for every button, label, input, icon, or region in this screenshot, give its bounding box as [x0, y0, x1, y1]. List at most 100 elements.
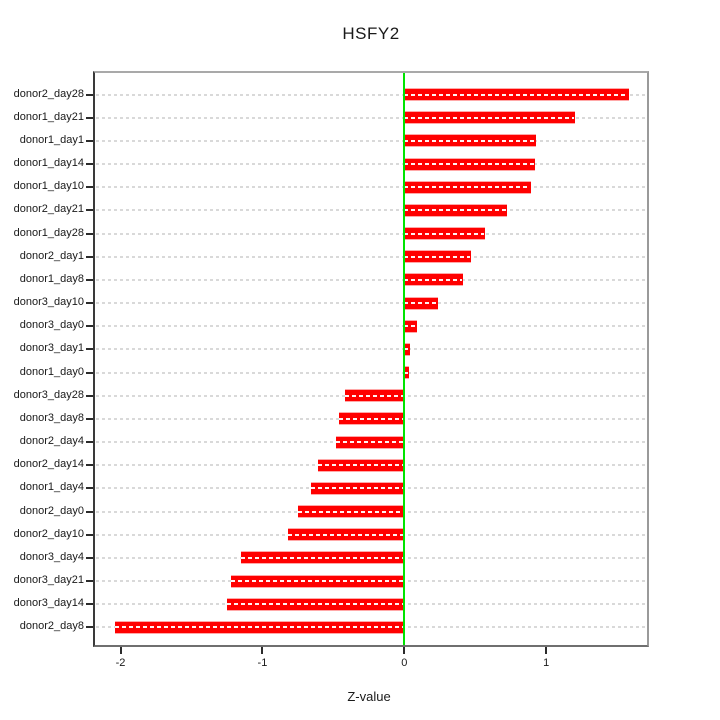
y-axis-tick-label: donor1_day0	[19, 365, 84, 378]
bar-centerline	[317, 464, 404, 467]
gridline	[96, 116, 646, 119]
bar	[287, 528, 405, 542]
bar	[404, 250, 472, 264]
y-axis-tick-label: donor2_day0	[19, 504, 84, 517]
bar-centerline	[404, 186, 530, 189]
gridline	[96, 209, 646, 212]
y-axis-tick	[86, 209, 93, 212]
bar	[339, 412, 405, 426]
bar-centerline	[287, 533, 404, 536]
bar-centerline	[404, 209, 506, 212]
y-axis-tick-label: donor3_day28	[13, 388, 84, 401]
y-axis-tick	[86, 371, 93, 374]
bar-centerline	[404, 116, 574, 119]
y-axis-tick-label: donor1_day21	[13, 110, 84, 123]
bar	[344, 389, 405, 403]
x-axis-tick	[119, 647, 122, 654]
y-axis-tick	[86, 278, 93, 281]
bar	[404, 296, 439, 310]
bar-centerline	[114, 626, 404, 629]
bar	[241, 551, 405, 565]
y-axis-tick	[86, 186, 93, 189]
bar-centerline	[404, 93, 628, 96]
y-axis-tick-label: donor1_day14	[13, 157, 84, 169]
x-axis-tick-label: 1	[543, 657, 550, 669]
y-axis-tick	[86, 348, 93, 351]
x-axis-tick-label: -1	[257, 657, 268, 669]
y-axis-tick	[86, 417, 93, 420]
y-axis-tick-label: donor3_day10	[13, 296, 84, 309]
bar	[310, 481, 405, 495]
gridline	[96, 302, 646, 305]
y-axis-tick-label: donor3_day1	[19, 342, 84, 355]
y-axis-tick	[86, 302, 93, 305]
y-axis-tick-label: donor2_day28	[13, 87, 84, 100]
y-axis-tick	[86, 580, 93, 583]
bar-centerline	[310, 487, 404, 490]
bar-centerline	[336, 441, 404, 444]
x-axis-tick	[261, 647, 264, 654]
gridline	[96, 163, 646, 165]
y-axis-tick	[86, 603, 93, 606]
x-axis-tick-label: 0	[401, 657, 408, 669]
y-axis-tick	[86, 325, 93, 328]
y-axis-tick	[86, 232, 93, 235]
bar-centerline	[404, 139, 536, 142]
gridline	[96, 278, 646, 281]
bar-centerline	[339, 417, 404, 420]
bar-centerline	[231, 580, 404, 583]
x-axis-tick	[403, 647, 406, 654]
y-axis-tick-label: donor3_day0	[19, 319, 84, 332]
bar-centerline	[344, 394, 404, 397]
y-axis-tick-label: donor1_day8	[19, 272, 84, 285]
bar-centerline	[404, 278, 462, 281]
bar	[336, 435, 405, 449]
bar	[317, 458, 405, 472]
plot-area	[86, 71, 649, 647]
bar-centerline	[404, 302, 438, 305]
y-axis-tick-label: donor1_day10	[13, 180, 84, 193]
gridline	[96, 371, 646, 374]
y-axis-tick	[86, 93, 93, 96]
x-axis-label: Z-value	[347, 689, 391, 704]
gridline	[96, 93, 646, 96]
y-axis-tick-label: donor3_day8	[19, 411, 84, 424]
y-axis-tick	[86, 255, 93, 258]
bar	[226, 597, 405, 611]
bar	[231, 574, 405, 588]
bar-centerline	[241, 556, 404, 559]
bar-centerline	[404, 232, 485, 235]
y-axis-tick-label: donor2_day4	[19, 435, 84, 448]
zero-line	[403, 73, 406, 645]
y-axis-tick-label: donor3_day4	[19, 550, 84, 563]
bar	[404, 111, 575, 125]
y-axis-tick	[86, 116, 93, 119]
gridline	[96, 325, 646, 328]
gridline	[96, 186, 646, 189]
bar	[404, 319, 418, 333]
gridline	[96, 232, 646, 235]
y-axis-tick-label: donor3_day14	[13, 597, 84, 610]
bar	[404, 227, 486, 241]
bar	[297, 505, 405, 519]
bar	[404, 342, 411, 356]
y-axis-tick-label: donor2_day21	[13, 203, 84, 216]
y-axis-tick	[86, 441, 93, 444]
bar	[404, 157, 535, 171]
y-axis-tick	[86, 556, 93, 559]
bar-centerline	[226, 603, 404, 606]
y-axis-tick	[86, 163, 93, 165]
y-axis-tick-label: donor2_day14	[13, 458, 84, 471]
gridline	[96, 139, 646, 142]
bar-centerline	[404, 325, 417, 328]
bar-centerline	[297, 510, 404, 513]
bar	[404, 88, 629, 101]
y-axis-tick	[86, 464, 93, 467]
bar	[404, 273, 463, 287]
bar	[404, 203, 507, 217]
bar	[114, 620, 405, 634]
y-axis-tick	[86, 139, 93, 142]
bar	[404, 366, 409, 380]
bar-centerline	[404, 163, 534, 165]
